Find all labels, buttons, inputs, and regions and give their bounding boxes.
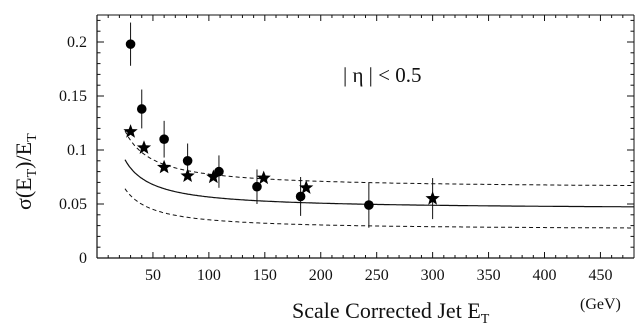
fit-curves xyxy=(124,130,634,229)
data-point-star xyxy=(256,170,271,185)
y-tick-label: 0.1 xyxy=(67,142,87,159)
x-axis-unit: (GeV) xyxy=(580,296,621,313)
x-tick-label: 100 xyxy=(197,267,221,284)
x-tick-label: 50 xyxy=(145,267,161,284)
y-tick-label: 0.05 xyxy=(59,196,87,213)
data-point-star xyxy=(180,168,195,182)
y-tick-label: 0.2 xyxy=(67,34,87,51)
x-axis-title-main: Scale Corrected Jet E xyxy=(292,298,481,323)
y-tick-label: 0 xyxy=(79,250,87,267)
data-point-star xyxy=(425,191,440,205)
x-tick-label: 350 xyxy=(477,267,501,284)
tick-labels: 50 100 150 200 250 300 350 400 450 0 0.05 0.1 0.15 0.… xyxy=(59,34,612,284)
x-axis-title-sub: T xyxy=(481,312,490,326)
y-axis-title: σ(ET)/ET xyxy=(11,133,40,210)
data-point-star xyxy=(157,159,172,174)
data-point-circle xyxy=(214,166,224,177)
fit-curve-central xyxy=(124,159,634,208)
data-point-star xyxy=(206,169,221,184)
y-axis-title-part2: )/E xyxy=(11,142,36,169)
y-axis-title-sub1: T xyxy=(25,168,40,177)
fit-curve-band xyxy=(124,188,634,229)
x-axis-title: Scale Corrected Jet ET xyxy=(292,298,490,326)
data-point-circle xyxy=(182,156,193,166)
data-point-circle xyxy=(364,200,374,210)
eta-annotation: | η | < 0.5 xyxy=(343,63,421,87)
data-point-circle xyxy=(136,104,147,114)
data-point-star xyxy=(299,180,314,194)
x-tick-label: 150 xyxy=(253,267,277,284)
x-tick-label: 400 xyxy=(533,267,557,284)
fit-curve-band xyxy=(124,130,634,186)
y-axis-title-sub2: T xyxy=(25,133,40,142)
data-point-circle xyxy=(295,191,306,202)
x-tick-label: 450 xyxy=(588,267,612,284)
y-tick-label: 0.15 xyxy=(59,88,87,105)
data-point-star xyxy=(136,140,152,154)
x-tick-label: 200 xyxy=(309,267,333,284)
data-point-circle xyxy=(252,181,262,192)
data-point-circle xyxy=(159,134,169,144)
x-tick-label: 250 xyxy=(365,267,389,284)
axes xyxy=(96,14,635,259)
x-tick-label: 300 xyxy=(421,267,445,284)
y-axis-title-part1: σ(E xyxy=(11,177,36,210)
data-points xyxy=(123,22,440,228)
data-point-circle xyxy=(125,39,136,49)
data-point-star xyxy=(123,124,138,138)
